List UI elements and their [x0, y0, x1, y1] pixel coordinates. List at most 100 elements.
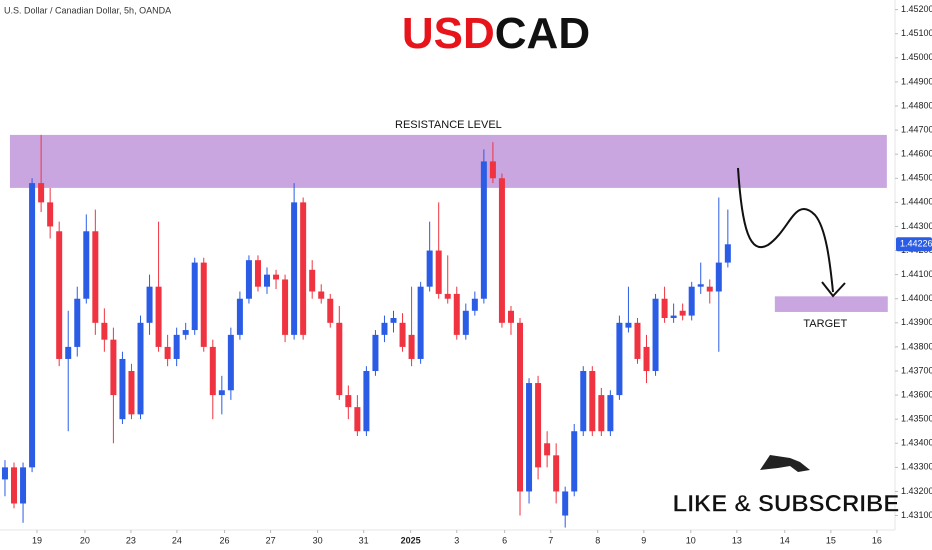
candle-body	[119, 358, 126, 420]
candle-body	[426, 250, 433, 287]
y-tick-label: 1.44600	[901, 149, 932, 159]
candle-body	[372, 334, 379, 371]
candle-body	[56, 231, 63, 359]
x-tick-label: 10	[686, 535, 696, 545]
candle-body	[291, 202, 298, 335]
candle-body	[83, 231, 90, 299]
candle-body	[173, 334, 180, 359]
candle-body	[245, 260, 252, 299]
x-tick-label: 13	[732, 535, 742, 545]
candle-body	[209, 346, 216, 396]
y-tick-label: 1.44400	[901, 197, 932, 207]
y-tick-label: 1.45100	[901, 28, 932, 38]
candle-body	[706, 286, 713, 292]
candle-body	[1, 467, 8, 480]
candle-body	[453, 293, 460, 335]
candle-body	[309, 269, 316, 292]
zone	[774, 296, 888, 312]
candle-body	[164, 346, 171, 359]
candle-body	[462, 310, 469, 335]
zone-label: TARGET	[803, 318, 847, 330]
candle-body	[562, 491, 569, 516]
y-tick-label: 1.44000	[901, 293, 932, 303]
x-tick-label: 23	[126, 535, 136, 545]
candle-body	[670, 315, 677, 318]
x-tick-label: 6	[502, 535, 507, 545]
y-tick-label: 1.45000	[901, 52, 932, 62]
y-tick-label: 1.43900	[901, 317, 932, 327]
chart-title: USDCAD	[402, 9, 590, 58]
y-tick-label: 1.43100	[901, 510, 932, 520]
candle-body	[553, 455, 560, 492]
candle-body	[580, 371, 587, 432]
arrow-head	[821, 281, 846, 298]
x-tick-label: 14	[780, 535, 790, 545]
candle-body	[643, 346, 650, 371]
candle-body	[336, 322, 343, 396]
candle-body	[318, 291, 325, 299]
candle-body	[616, 322, 623, 396]
candle-body	[399, 322, 406, 347]
candle-body	[517, 322, 524, 492]
x-tick-label: 20	[80, 535, 90, 545]
candle-body	[381, 322, 388, 335]
zone	[9, 134, 887, 188]
candle-body	[715, 262, 722, 292]
candle-body	[625, 322, 632, 328]
candle-body	[92, 231, 99, 323]
y-tick-label: 1.44500	[901, 173, 932, 183]
candle-body	[661, 298, 668, 318]
x-tick-label: 7	[548, 535, 553, 545]
x-tick-label: 27	[266, 535, 276, 545]
x-tick-label: 8	[595, 535, 600, 545]
candle-body	[282, 279, 289, 335]
candle-body	[300, 202, 307, 335]
y-tick-label: 1.43600	[901, 389, 932, 399]
candle-body	[218, 390, 225, 396]
y-tick-label: 1.45200	[901, 4, 932, 14]
candle-body	[444, 293, 451, 299]
candle-body	[589, 371, 596, 432]
x-tick-label: 2025	[401, 535, 421, 545]
candle-body	[38, 183, 45, 203]
candle-body	[634, 322, 641, 359]
candle-body	[489, 161, 496, 179]
candle-body	[526, 383, 533, 492]
candle-body	[227, 334, 234, 391]
candle-body	[101, 322, 108, 340]
y-tick-label: 1.44700	[901, 124, 932, 134]
candle-body	[598, 395, 605, 432]
zones: RESISTANCE LEVEL TARGET	[9, 119, 888, 330]
x-tick-label: 9	[641, 535, 646, 545]
candle-body	[697, 284, 704, 287]
candle-body	[128, 371, 135, 415]
candle-body	[724, 244, 731, 263]
x-tick-label: 16	[872, 535, 882, 545]
candle-body	[417, 286, 424, 359]
candle-body	[191, 262, 198, 331]
candle-body	[652, 298, 659, 371]
symbol-header: U.S. Dollar / Canadian Dollar, 5h, OANDA	[4, 5, 171, 15]
x-tick-label: 3	[454, 535, 459, 545]
zone-label: RESISTANCE LEVEL	[395, 119, 502, 131]
candle-body	[435, 250, 442, 294]
candles	[1, 134, 731, 528]
candle-body	[264, 274, 271, 287]
candle-body	[688, 286, 695, 316]
candle-body	[363, 371, 370, 432]
y-tick-label: 1.43700	[901, 365, 932, 375]
candle-body	[471, 298, 478, 311]
y-tick-label: 1.44100	[901, 269, 932, 279]
candle-body	[679, 310, 686, 316]
y-tick-label: 1.43400	[901, 438, 932, 448]
y-tick-label: 1.43500	[901, 414, 932, 424]
candle-body	[47, 202, 54, 227]
candle-body	[345, 395, 352, 408]
candle-body	[354, 407, 361, 432]
last-price-label: 1.44226	[900, 239, 932, 249]
x-tick-label: 30	[313, 535, 323, 545]
candle-body	[607, 395, 614, 432]
candle-body	[273, 274, 280, 280]
candle-body	[535, 383, 542, 468]
